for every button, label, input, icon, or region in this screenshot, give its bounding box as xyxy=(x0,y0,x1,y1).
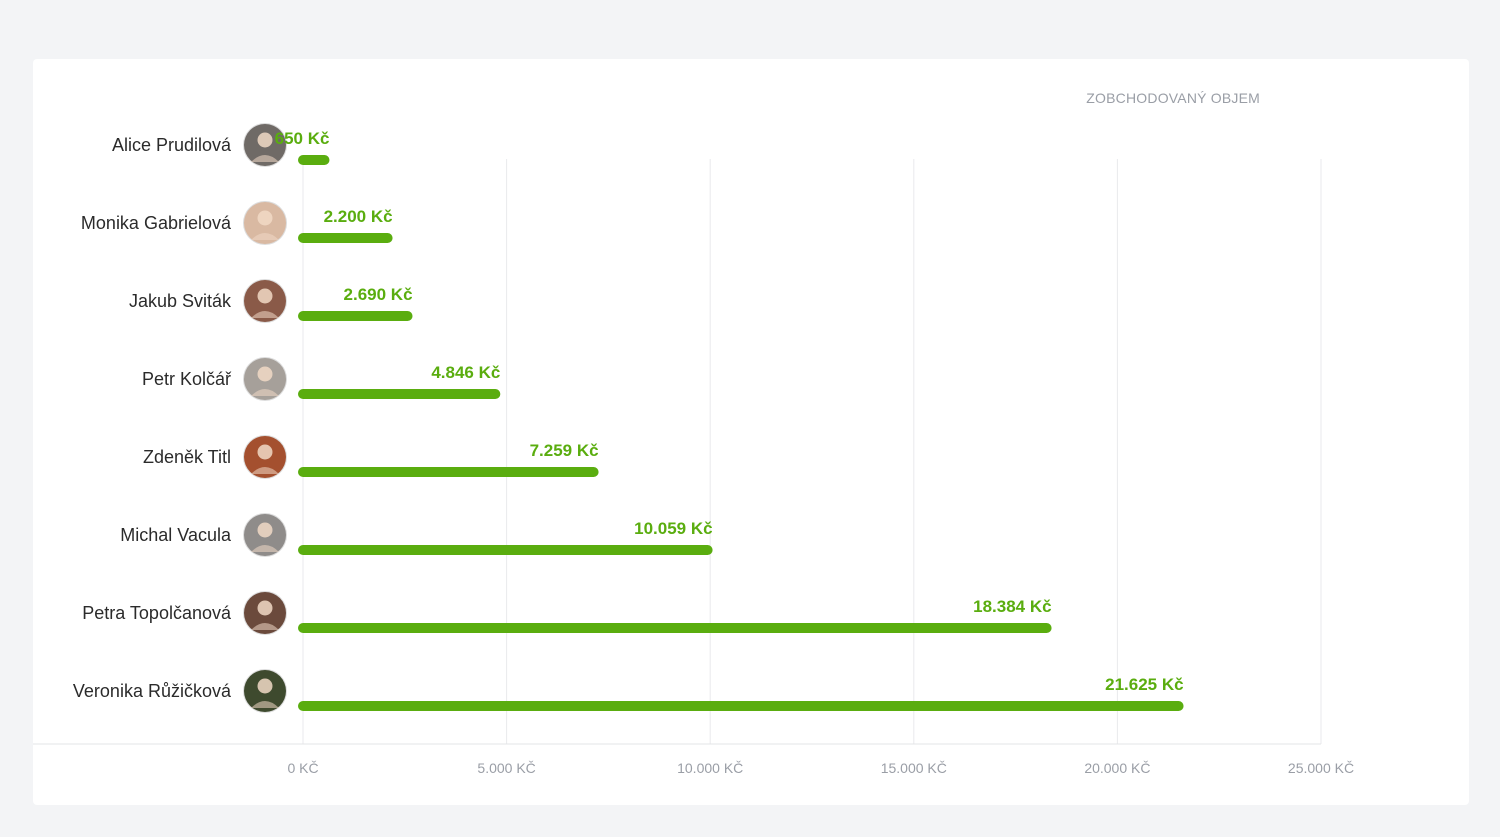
value-label: 18.384 Kč xyxy=(973,597,1051,616)
avatar-icon xyxy=(243,123,287,167)
x-tick-label: 5.000 KČ xyxy=(477,760,535,776)
bar-row: Petr Kolčář 4.846 Kč xyxy=(142,357,500,401)
bar-row: Petra Topolčanová 18.384 Kč xyxy=(82,591,1052,635)
category-label: Jakub Sviták xyxy=(129,291,232,311)
bar-row: Monika Gabrielová 2.200 Kč xyxy=(81,201,393,245)
x-tick-label: 10.000 KČ xyxy=(677,760,743,776)
bar xyxy=(298,233,393,243)
x-tick-label: 20.000 KČ xyxy=(1084,760,1150,776)
bar-rows: Alice Prudilová 650 Kč Monika Gabrielová 2.… xyxy=(73,123,1184,713)
avatar-icon xyxy=(243,435,287,479)
x-tick-label: 15.000 KČ xyxy=(881,760,947,776)
bar xyxy=(298,155,330,165)
avatar-icon xyxy=(243,201,287,245)
avatar-icon xyxy=(243,279,287,323)
value-label: 7.259 Kč xyxy=(530,441,599,460)
value-label: 10.059 Kč xyxy=(634,519,712,538)
category-label: Alice Prudilová xyxy=(112,135,232,155)
category-label: Petr Kolčář xyxy=(142,369,232,389)
category-label: Veronika Růžičková xyxy=(73,681,232,701)
avatar-icon xyxy=(243,513,287,557)
bar xyxy=(298,311,413,321)
category-label: Michal Vacula xyxy=(120,525,232,545)
category-label: Zdeněk Titl xyxy=(143,447,231,467)
avatar-icon xyxy=(243,669,287,713)
bar-row: Zdeněk Titl 7.259 Kč xyxy=(143,435,599,479)
value-label: 2.200 Kč xyxy=(324,207,393,226)
bar-row: Jakub Sviták 2.690 Kč xyxy=(129,279,413,323)
avatar-icon xyxy=(243,591,287,635)
bar xyxy=(298,545,713,555)
x-tick-label: 25.000 KČ xyxy=(1288,760,1354,776)
series-title: ZOBCHODOVANÝ OBJEM xyxy=(1086,90,1260,106)
category-label: Monika Gabrielová xyxy=(81,213,232,233)
bar-row: Michal Vacula 10.059 Kč xyxy=(120,513,713,557)
value-label: 4.846 Kč xyxy=(431,363,500,382)
value-label: 2.690 Kč xyxy=(344,285,413,304)
category-label: Petra Topolčanová xyxy=(82,603,232,623)
bar xyxy=(298,467,599,477)
bar xyxy=(298,623,1052,633)
bar-row: Veronika Růžičková 21.625 Kč xyxy=(73,669,1184,713)
bar xyxy=(298,389,501,399)
avatar-icon xyxy=(243,357,287,401)
trading-volume-chart: ZOBCHODOVANÝ OBJEM 0 KČ 5.000 KČ 10.000 KČ… xyxy=(33,90,1354,776)
bar-row: Alice Prudilová 650 Kč xyxy=(112,123,330,167)
bar xyxy=(298,701,1184,711)
value-label: 650 Kč xyxy=(275,129,330,148)
x-tick-label: 0 KČ xyxy=(287,760,318,776)
grid-lines xyxy=(302,159,1322,744)
value-label: 21.625 Kč xyxy=(1105,675,1183,694)
chart-card: ZOBCHODOVANÝ OBJEM 0 KČ 5.000 KČ 10.000 KČ… xyxy=(33,59,1469,805)
x-axis: 0 KČ 5.000 KČ 10.000 KČ 15.000 KČ 20.000 KČ 2… xyxy=(33,743,1354,776)
